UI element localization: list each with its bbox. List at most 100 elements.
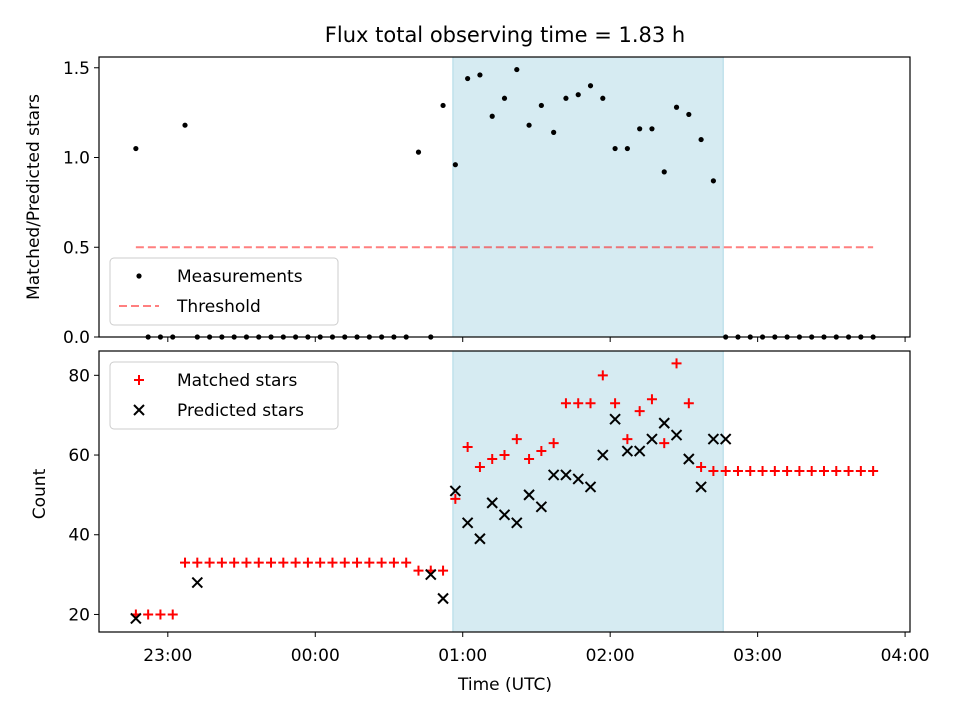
plus-marker	[487, 454, 498, 465]
predicted-star-point	[191, 576, 204, 589]
matched-star-point	[462, 442, 473, 453]
chart-title: Flux total observing time = 1.83 h	[325, 23, 685, 47]
plus-marker	[769, 465, 780, 476]
plus-marker	[831, 465, 842, 476]
predicted-star-point	[597, 449, 609, 461]
measurement-point	[514, 66, 520, 73]
matched-star-point	[683, 398, 694, 409]
matched-star-point	[167, 609, 178, 620]
matched-star-point	[327, 557, 338, 568]
matched-star-point	[474, 461, 485, 472]
matched-star-point	[573, 398, 584, 409]
plus-marker	[560, 398, 571, 409]
matched-star-point	[241, 557, 252, 568]
x-marker	[695, 481, 707, 493]
plus-marker	[167, 609, 178, 620]
measurement-point	[415, 149, 422, 155]
plus-marker	[302, 557, 313, 568]
matched-star-point	[253, 557, 264, 568]
bottom-y-axis-label: Count	[30, 468, 50, 519]
predicted-star-point	[584, 481, 597, 493]
x-marker	[474, 533, 486, 545]
matched-star-point	[302, 557, 313, 568]
matched-star-point	[757, 465, 768, 476]
x-marker	[486, 497, 498, 509]
measurement-point	[698, 136, 704, 143]
plus-marker	[720, 465, 731, 476]
legend: Measurements Threshold	[109, 257, 339, 326]
predicted-star-point	[547, 469, 560, 481]
measurement-point	[563, 95, 569, 101]
predicted-star-point	[461, 517, 474, 529]
plus-marker	[855, 465, 866, 476]
matched-star-point	[634, 406, 645, 417]
predicted-star-point	[683, 453, 695, 465]
matched-star-point	[450, 493, 461, 504]
predicted-star-point	[633, 445, 646, 457]
measurement-point	[661, 169, 667, 175]
plus-marker	[806, 465, 817, 476]
x-marker	[597, 449, 609, 461]
plus-marker	[278, 557, 289, 568]
measurement-point	[587, 83, 594, 89]
axes-frame	[98, 350, 911, 633]
plus-marker	[671, 358, 682, 369]
plus-marker	[290, 557, 301, 568]
plus-marker	[622, 434, 633, 445]
plus-marker	[646, 394, 657, 405]
matched-star-point	[548, 438, 559, 449]
x-marker	[584, 481, 597, 493]
measurement-point	[612, 145, 618, 152]
observing-span	[452, 56, 724, 338]
x-marker	[658, 417, 670, 429]
matched-star-point	[622, 434, 633, 445]
predicted-star-point	[523, 489, 535, 501]
x-marker	[572, 473, 584, 485]
plus-marker	[511, 434, 522, 445]
matched-star-point	[794, 465, 805, 476]
predicted-star-point	[670, 429, 683, 441]
matched-star-point	[192, 557, 203, 568]
x-marker	[560, 469, 572, 481]
legend: Matched stars Predicted stars	[109, 361, 339, 430]
plus-marker	[708, 465, 719, 476]
plus-marker	[216, 557, 227, 568]
plus-marker	[413, 565, 424, 576]
plus-marker	[438, 565, 449, 576]
x-tick-label: 02:00	[586, 646, 635, 666]
matched-star-point	[352, 557, 363, 568]
plus-marker	[818, 465, 829, 476]
predicted-star-point	[511, 517, 523, 529]
matched-star-point	[339, 557, 350, 568]
measurement-point	[575, 92, 581, 98]
measurement-point	[489, 113, 495, 119]
plus-marker	[388, 557, 399, 568]
x-marker	[511, 517, 523, 529]
matched-star-point	[216, 557, 227, 568]
legend-measurement-marker	[136, 273, 142, 279]
plus-marker	[843, 465, 854, 476]
measurement-point	[686, 111, 692, 118]
x-marker	[683, 453, 695, 465]
x-marker	[191, 576, 204, 589]
legend-label: Threshold	[176, 297, 261, 317]
legend-box	[109, 361, 339, 430]
top-y-axis-label: Matched/Predicted stars	[24, 94, 44, 300]
y-tick-label: 60	[68, 446, 90, 466]
plus-marker	[143, 609, 154, 620]
predicted-star-point	[646, 433, 658, 445]
y-tick-label: 40	[68, 526, 90, 546]
matched-star-point	[499, 450, 510, 461]
matched-star-point	[536, 446, 547, 457]
predicted-star-point	[707, 433, 720, 445]
matched-star-point	[806, 465, 817, 476]
plus-marker	[536, 446, 547, 457]
plus-marker	[782, 465, 793, 476]
matched-star-point	[511, 434, 522, 445]
measurement-point	[440, 102, 446, 109]
x-marker	[461, 517, 474, 529]
plus-marker	[585, 398, 596, 409]
matched-star-point	[769, 465, 780, 476]
plus-marker	[696, 461, 707, 472]
y-tick-label: 1.5	[63, 59, 90, 79]
